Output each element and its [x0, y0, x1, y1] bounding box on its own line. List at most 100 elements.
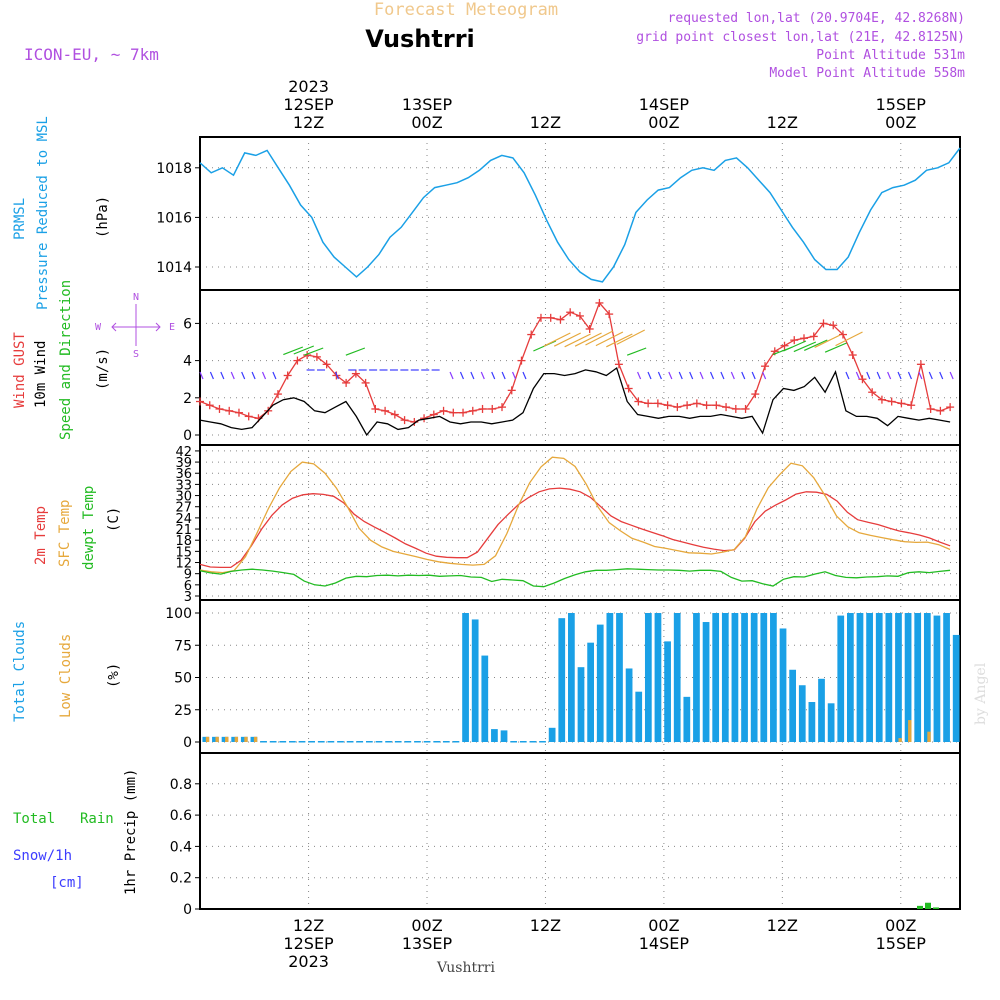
y-tick-label: 33: [175, 478, 192, 493]
total-cloud-bar: [346, 741, 354, 743]
top-hour-label: 12Z: [530, 113, 561, 132]
wind-arrow: [876, 371, 881, 380]
temp-labels: 2m Temp SFC Temp dewpt Temp (C): [33, 486, 122, 570]
total-cloud-bar: [673, 613, 681, 742]
wind-arrow: [762, 371, 767, 380]
wind-arrow: [887, 371, 892, 380]
wind-arrow: [949, 371, 954, 380]
t2m-label: 2m Temp: [33, 506, 49, 565]
gridpoint-coords: grid point closest lon,lat (21E, 42.8125…: [636, 30, 965, 45]
low-cloud-bar: [225, 736, 229, 742]
top-date-label: 15SEP: [876, 95, 927, 114]
bottom-hour-label: 12Z: [293, 916, 324, 935]
total-cloud-bar: [385, 741, 392, 743]
y-tick-label: 75: [174, 638, 192, 654]
wind-arrow: [824, 342, 847, 353]
rain-bar: [917, 905, 923, 909]
total-cloud-bar: [818, 678, 825, 742]
compass-n: N: [133, 292, 139, 303]
wind-arrow: [220, 371, 225, 380]
bottom-hour-label: 00Z: [648, 916, 679, 935]
wind-dir-label: Speed and Direction: [58, 280, 74, 440]
wind-arrow: [709, 371, 715, 380]
y-tick-label: 0.8: [170, 777, 192, 793]
total-cloud-bar: [529, 741, 537, 743]
snow-label: Snow/1h: [13, 848, 72, 864]
low-cloud-bar: [234, 736, 239, 742]
wind-arrows: [199, 329, 954, 380]
total-cloud-bar: [750, 613, 758, 742]
total-label: Total: [13, 811, 55, 827]
y-tick-label: 2: [183, 391, 192, 407]
wind-arrow: [459, 371, 465, 380]
total-cloud-bar: [856, 613, 864, 742]
wind-arrow: [814, 334, 841, 348]
wind-arrow: [606, 333, 633, 348]
total-cloud-bar: [596, 624, 604, 742]
total-cloud-bar: [741, 613, 748, 742]
total-cloud-bar: [568, 613, 575, 742]
total-cloud-bar: [702, 622, 710, 742]
y-tick-label: 21: [175, 523, 192, 538]
low-cloud-bar: [215, 736, 219, 742]
total-cloud-bar: [289, 741, 296, 743]
wind-arrow: [928, 371, 933, 380]
bottom-year-label: 2023: [288, 952, 329, 971]
gust-line: [199, 301, 951, 423]
wind-arrow: [449, 371, 454, 380]
wind-unit: (m/s): [95, 348, 111, 390]
total-cloud-bar: [644, 613, 652, 742]
wind-arrow: [845, 371, 850, 380]
total-cloud-bar: [510, 741, 518, 743]
low-cloud-bar: [244, 736, 248, 742]
total-cloud-bar: [500, 730, 508, 742]
total-cloud-bar: [423, 741, 431, 743]
total-cloud-bar: [327, 741, 335, 743]
total-cloud-bar: [442, 741, 450, 743]
bottom-date-label: 15SEP: [876, 934, 927, 953]
t2m-line: [199, 487, 951, 569]
total-cloud-bar: [606, 613, 614, 742]
total-cloud-bar: [279, 741, 287, 743]
wind-arrow: [720, 371, 725, 380]
total-cloud-bar: [250, 736, 258, 742]
total-cloud-bar: [866, 613, 873, 742]
total-cloud-bar: [789, 669, 797, 742]
y-tick-label: 30: [175, 490, 192, 505]
total-cloud-bar: [760, 613, 768, 742]
total-cloud-bar: [731, 613, 739, 742]
wind-arrow: [564, 333, 591, 348]
wind-arrow: [283, 346, 304, 356]
wind-arrow: [345, 347, 366, 356]
top-hour-label: 00Z: [648, 113, 679, 132]
footer-location: Vushtrri: [436, 960, 495, 976]
low-cloud-bar: [927, 731, 931, 742]
compass-w: W: [95, 322, 102, 333]
y-tick-label: 100: [165, 606, 192, 622]
y-tick-label: 4: [183, 354, 192, 370]
prmsl-label: PRMSL: [12, 198, 28, 240]
rain-label: Rain: [80, 811, 114, 827]
y-tick-label: 0: [183, 735, 192, 751]
y-tick-label: 36: [175, 467, 192, 482]
precip-axis-label: 1hr Precip (mm): [123, 769, 139, 895]
wind-arrow: [480, 371, 485, 380]
total-cloud-bar: [337, 741, 344, 743]
y-tick-label: 25: [174, 703, 192, 719]
total-cloud-bar: [847, 613, 854, 742]
wind-label: 10m Wind: [33, 341, 49, 408]
watermark: by Angel: [973, 662, 989, 725]
wind-arrow: [209, 371, 214, 380]
pressure-unit: (hPa): [95, 196, 111, 238]
wind-arrow: [751, 371, 756, 380]
y-tick-label: 12: [175, 557, 192, 572]
y-tick-label: 0: [183, 428, 192, 444]
wind-arrow: [241, 371, 246, 380]
total-cloud-bar: [462, 613, 469, 742]
wind-arrow: [261, 371, 267, 380]
y-tick-label: 42: [175, 445, 192, 460]
wind-arrow: [647, 371, 652, 380]
bottom-hour-label: 00Z: [411, 916, 442, 935]
wind-arrow: [918, 371, 923, 380]
